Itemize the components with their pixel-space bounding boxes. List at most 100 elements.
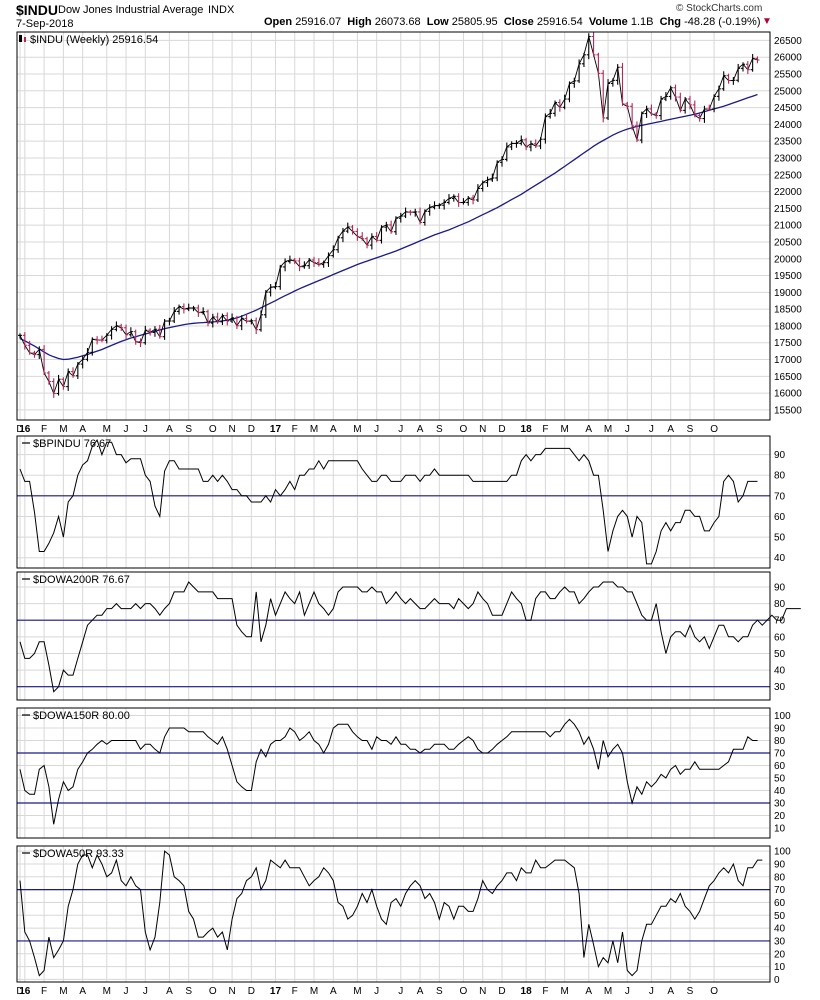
x-tick-label-0-34: O xyxy=(710,424,718,435)
x-tick-label-1-16: A xyxy=(330,986,337,997)
low-value: 25805.95 xyxy=(451,16,498,28)
x-tick-label-0-23: N xyxy=(479,424,486,435)
volume-label: Volume xyxy=(588,16,628,28)
x-tick-label-1-8: A xyxy=(166,986,173,997)
y-tick-label-0-22: 26500 xyxy=(774,36,802,47)
x-tick-label-0-33: S xyxy=(687,424,694,435)
y-tick-label-4-10: 100 xyxy=(774,847,791,858)
x-tick-label-0-7: J xyxy=(143,424,148,435)
x-tick-label-1-25: 18 xyxy=(521,986,533,997)
y-tick-label-0-5: 18000 xyxy=(774,321,802,332)
y-tick-label-3-5: 60 xyxy=(774,761,786,772)
y-tick-label-1-5: 90 xyxy=(774,450,786,461)
y-tick-label-0-19: 25000 xyxy=(774,86,802,97)
x-tick-label-1-32: A xyxy=(667,986,674,997)
x-tick-label-1-13: 17 xyxy=(270,986,282,997)
y-tick-label-2-6: 90 xyxy=(774,582,786,593)
y-tick-label-3-1: 20 xyxy=(774,811,786,822)
x-tick-label-0-13: 17 xyxy=(270,424,282,435)
panel-border-4 xyxy=(16,845,771,983)
x-tick-label-0-1: 16 xyxy=(19,424,31,435)
y-tick-label-0-14: 22500 xyxy=(774,170,802,181)
x-tick-label-1-26: F xyxy=(542,986,548,997)
x-tick-label-1-33: S xyxy=(687,986,694,997)
x-tick-label-1-18: J xyxy=(374,986,379,997)
x-tick-label-0-24: D xyxy=(498,424,505,435)
y-tick-label-0-18: 24500 xyxy=(774,103,802,114)
moving-average-line xyxy=(19,93,758,361)
y-tick-label-4-2: 20 xyxy=(774,949,786,960)
y-tick-label-3-8: 90 xyxy=(774,724,786,735)
indicator-line-2 xyxy=(19,581,801,693)
y-tick-label-4-8: 80 xyxy=(774,872,786,883)
x-tick-label-1-23: N xyxy=(479,986,486,997)
x-tick-label-0-5: M xyxy=(103,424,111,435)
y-tick-label-3-6: 70 xyxy=(774,749,786,760)
copyright-text: © StockCharts.com xyxy=(676,3,763,14)
x-tick-label-0-17: M xyxy=(353,424,361,435)
chg-value: -48.28 (-0.19%) xyxy=(684,16,761,28)
y-tick-label-4-9: 90 xyxy=(774,859,786,870)
x-tick-label-1-4: A xyxy=(79,986,86,997)
y-tick-label-2-0: 30 xyxy=(774,682,786,693)
x-tick-label-0-22: O xyxy=(460,424,468,435)
x-tick-label-0-27: M xyxy=(560,424,568,435)
chart-panel-0: 15500 16000 16500 17000 17500 18000 18500 19000… xyxy=(16,31,802,421)
y-tick-label-4-6: 60 xyxy=(774,898,786,909)
x-tick-label-1-31: J xyxy=(649,986,654,997)
x-tick-label-1-11: N xyxy=(228,986,235,997)
y-tick-label-0-1: 16000 xyxy=(774,389,802,400)
y-tick-label-3-3: 40 xyxy=(774,786,786,797)
x-tick-label-0-20: A xyxy=(417,424,424,435)
x-tick-label-0-21: S xyxy=(436,424,443,435)
y-tick-label-3-4: 50 xyxy=(774,774,786,785)
y-tick-label-0-11: 21000 xyxy=(774,221,802,232)
x-tick-label-0-19: J xyxy=(398,424,403,435)
x-tick-label-1-34: O xyxy=(710,986,718,997)
x-tick-label-1-6: J xyxy=(124,986,129,997)
x-tick-label-1-21: S xyxy=(436,986,443,997)
x-tick-label-1-14: F xyxy=(292,986,298,997)
exchange-code: INDX xyxy=(208,4,235,16)
y-tick-label-4-0: 0 xyxy=(774,975,780,986)
open-label: Open xyxy=(264,16,293,28)
y-tick-label-4-1: 10 xyxy=(774,962,786,973)
quote-date: 7-Sep-2018 xyxy=(16,18,74,30)
chart-header: $INDU Dow Jones Industrial Average INDX … xyxy=(0,0,820,32)
x-tick-label-1-5: M xyxy=(103,986,111,997)
panel-border-0 xyxy=(16,31,771,421)
x-tick-label-1-7: J xyxy=(143,986,148,997)
y-tick-label-3-2: 30 xyxy=(774,799,786,810)
y-tick-label-0-7: 19000 xyxy=(774,288,802,299)
y-tick-label-0-12: 21500 xyxy=(774,204,802,215)
x-tick-label-1-17: M xyxy=(353,986,361,997)
x-tick-label-0-28: A xyxy=(585,424,592,435)
panel-border-3 xyxy=(16,707,771,839)
x-tick-label-0-3: M xyxy=(59,424,67,435)
y-tick-label-0-15: 23000 xyxy=(774,153,802,164)
x-tick-label-1-30: J xyxy=(625,986,630,997)
panel-legend-2: $DOWA200R 76.67 xyxy=(33,574,130,586)
y-tick-label-0-17: 24000 xyxy=(774,120,802,131)
panel-legend-1: $BPINDU 76.67 xyxy=(33,438,111,450)
indicator-line-3 xyxy=(19,718,758,825)
close-label: Close xyxy=(503,16,534,28)
y-tick-label-0-3: 17000 xyxy=(774,355,802,366)
y-tick-label-0-21: 26000 xyxy=(774,53,802,64)
y-tick-label-1-1: 50 xyxy=(774,533,786,544)
high-label: High xyxy=(347,16,372,28)
y-tick-label-3-0: 10 xyxy=(774,824,786,835)
x-tick-label-0-31: J xyxy=(649,424,654,435)
price-close-line xyxy=(19,34,758,395)
x-tick-label-1-20: A xyxy=(417,986,424,997)
x-tick-label-0-11: N xyxy=(228,424,235,435)
y-tick-label-0-6: 18500 xyxy=(774,305,802,316)
high-value: 26073.68 xyxy=(374,16,421,28)
down-triangle-icon: ▼ xyxy=(762,16,772,27)
symbol-title: $INDU xyxy=(16,2,59,18)
x-tick-label-0-6: J xyxy=(124,424,129,435)
quote-summary: Open 25916.07 High 26073.68 Low 25805.95… xyxy=(264,16,761,28)
x-tick-label-1-24: D xyxy=(498,986,505,997)
